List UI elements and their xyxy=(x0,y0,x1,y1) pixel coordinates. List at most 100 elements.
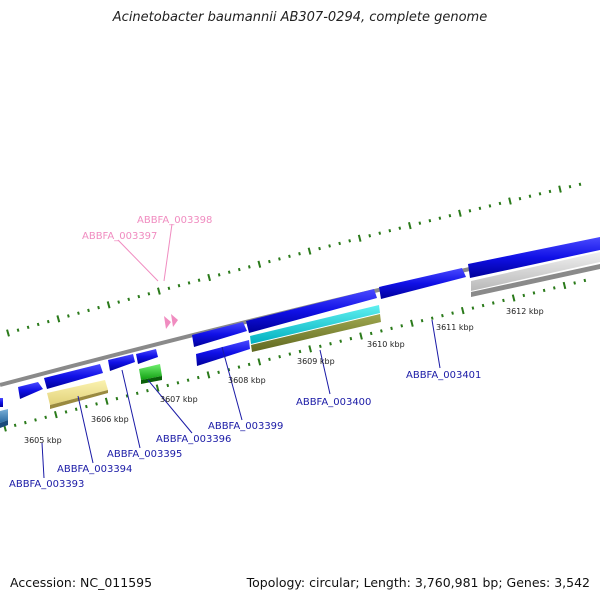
gene-label-ABBFA_003396[interactable]: ABBFA_003396 xyxy=(156,434,231,445)
tick-mark xyxy=(319,344,322,349)
gene-label-ABBFA_003393[interactable]: ABBFA_003393 xyxy=(9,479,84,490)
tick-mark xyxy=(117,300,121,304)
gray-feature-shadow xyxy=(471,264,600,297)
tick-mark xyxy=(460,306,465,315)
genome-summary-text: Topology: circular; Length: 3,760,981 bp… xyxy=(246,575,590,590)
tick-mark xyxy=(522,293,526,298)
tick-mark xyxy=(583,278,587,283)
tick-mark xyxy=(247,362,251,367)
tick-mark xyxy=(34,418,37,422)
steel-feature-b xyxy=(0,420,8,428)
tick-mark xyxy=(420,319,424,323)
green-feature-edge xyxy=(141,376,162,384)
tick-mark xyxy=(488,204,492,208)
tick-mark xyxy=(16,328,20,332)
map-title: Acinetobacter baumannii AB307-0294, comp… xyxy=(112,10,488,25)
tick-mark xyxy=(167,286,171,291)
scale-label: 3610 kbp xyxy=(367,340,405,349)
tick-mark xyxy=(430,316,434,320)
tick-mark xyxy=(23,420,27,425)
leader-ABBFA_003396 xyxy=(147,379,193,434)
tick-mark xyxy=(498,201,502,206)
cds-arrow-ABBFA_003393 xyxy=(18,382,43,399)
tick-mark xyxy=(448,214,452,218)
cds-arrow-ABBFA_003395 xyxy=(108,354,135,371)
rna-arrow-ABBFA_003398 xyxy=(171,314,178,327)
tick-mark xyxy=(410,319,414,327)
inner-tick-ring xyxy=(3,278,587,432)
scale-label: 3605 kbp xyxy=(24,436,62,445)
gene-label-ABBFA_003394[interactable]: ABBFA_003394 xyxy=(57,464,132,475)
olive-feature xyxy=(251,314,381,352)
tick-mark xyxy=(64,410,68,414)
tick-mark xyxy=(147,292,151,296)
tick-mark xyxy=(85,404,88,409)
tick-mark xyxy=(237,267,241,272)
tick-mark xyxy=(458,209,462,217)
tick-mark xyxy=(348,239,351,243)
cds-arrow xyxy=(0,398,3,407)
tick-mark xyxy=(329,342,332,346)
tick-mark xyxy=(137,294,141,299)
scale-label: 3612 kbp xyxy=(506,307,544,316)
tick-mark xyxy=(6,329,10,337)
tick-mark xyxy=(562,281,567,290)
leader-ABBFA_003397 xyxy=(117,239,159,282)
tick-mark xyxy=(77,311,80,315)
tick-mark xyxy=(307,247,312,255)
gene-label-ABBFA_003398[interactable]: ABBFA_003398 xyxy=(137,215,212,226)
tick-mark xyxy=(339,339,343,343)
rna-arrow-ABBFA_003397 xyxy=(164,316,171,329)
tick-mark xyxy=(97,305,100,310)
accession-text: Accession: NC_011595 xyxy=(10,575,153,590)
cds-arrow-ABBFA_003400-fwd xyxy=(246,289,377,333)
tick-mark xyxy=(508,197,512,205)
tick-mark xyxy=(298,252,301,256)
leader-ABBFA_003395 xyxy=(121,369,141,449)
green-feature xyxy=(139,364,162,380)
tick-mark xyxy=(568,185,572,189)
tick-mark xyxy=(308,345,313,353)
tick-mark xyxy=(104,397,109,405)
tick-mark xyxy=(368,234,372,238)
tick-mark xyxy=(481,303,485,308)
tick-mark xyxy=(217,273,221,277)
tick-mark xyxy=(380,329,383,333)
tick-mark xyxy=(418,221,422,225)
tick-mark xyxy=(206,371,211,379)
tick-mark xyxy=(407,222,412,230)
gene-label-ABBFA_003395[interactable]: ABBFA_003395 xyxy=(107,449,182,460)
tick-mark xyxy=(328,244,331,248)
tick-mark xyxy=(44,415,48,419)
tick-mark xyxy=(207,273,212,282)
tick-mark xyxy=(155,384,160,392)
tick-mark xyxy=(438,216,442,220)
scale-label: 3611 kbp xyxy=(436,323,474,332)
tick-mark xyxy=(548,189,552,194)
gene-label-ABBFA_003399[interactable]: ABBFA_003399 xyxy=(208,421,283,432)
leader-ABBFA_003399 xyxy=(221,346,243,421)
tick-mark xyxy=(378,231,382,235)
gene-label-ABBFA_003397[interactable]: ABBFA_003397 xyxy=(82,231,157,242)
tick-mark xyxy=(26,325,30,330)
tick-mark xyxy=(338,241,341,246)
leader-ABBFA_003401 xyxy=(431,319,441,369)
tick-mark xyxy=(257,358,262,366)
tick-mark xyxy=(197,278,201,282)
tick-mark xyxy=(471,306,475,310)
tick-mark xyxy=(46,319,50,324)
tick-mark xyxy=(177,283,181,288)
tick-mark xyxy=(237,365,241,369)
leader-ABBFA_003398 xyxy=(163,223,173,282)
tick-mark xyxy=(186,378,190,382)
tick-mark xyxy=(441,313,444,318)
gene-label-ABBFA_003400[interactable]: ABBFA_003400 xyxy=(296,397,371,408)
tick-mark xyxy=(359,332,363,340)
tick-mark xyxy=(468,209,472,213)
tick-mark xyxy=(257,260,262,268)
tick-mark xyxy=(538,192,542,196)
tick-mark xyxy=(502,298,505,303)
gene-label-ABBFA_003401[interactable]: ABBFA_003401 xyxy=(406,370,481,381)
tick-mark xyxy=(491,301,495,305)
